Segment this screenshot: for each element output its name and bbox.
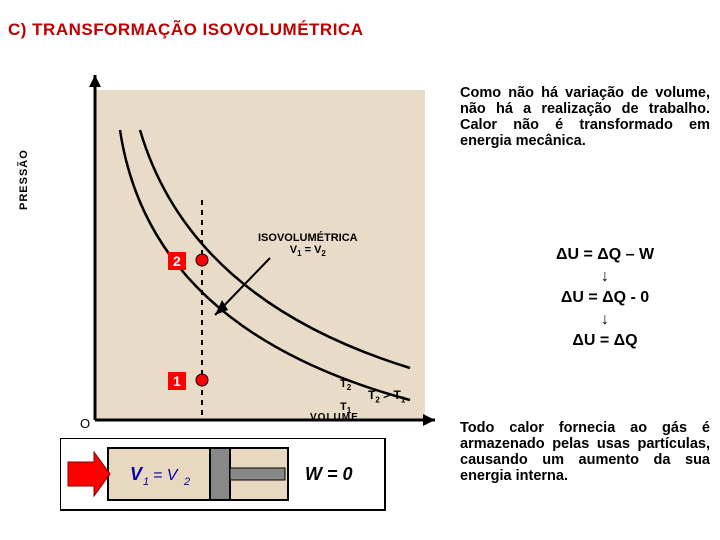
eq-3: ΔU = ΔQ (500, 330, 710, 352)
piston-diagram: V 1 = V 2 W = 0 (60, 438, 390, 533)
svg-text:O: O (80, 416, 90, 430)
paragraph-1: Como não há variação de volume, não há a… (460, 85, 710, 149)
pv-graph: O 1 2 (40, 70, 440, 430)
svg-text:V: V (130, 464, 144, 484)
piston-svg: V 1 = V 2 W = 0 (60, 438, 390, 528)
arrow-1: ↓ (500, 266, 710, 288)
svg-text:W = 0: W = 0 (305, 464, 353, 484)
iso-label: ISOVOLUMÉTRICA V1 = V2 (258, 232, 358, 258)
svg-text:= V: = V (153, 467, 179, 484)
t-compare: T2 > T1 (368, 388, 405, 404)
page-title: C) TRANSFORMAÇÃO ISOVOLUMÉTRICA (8, 20, 363, 40)
svg-text:1: 1 (173, 373, 181, 389)
svg-text:2: 2 (173, 253, 181, 269)
graph-svg: O 1 2 (40, 70, 440, 430)
svg-text:2: 2 (183, 476, 190, 488)
y-axis-label: PRESSÃO (18, 149, 30, 210)
x-axis-label: VOLUME (310, 412, 359, 423)
eq-1: ΔU = ΔQ – W (500, 244, 710, 266)
paragraph-2: Todo calor fornecia ao gás é armazenado … (460, 420, 710, 484)
arrow-2: ↓ (500, 309, 710, 331)
svg-text:1: 1 (143, 476, 149, 488)
equations-block: ΔU = ΔQ – W ↓ ΔU = ΔQ - 0 ↓ ΔU = ΔQ (500, 244, 710, 352)
t2-label: T2 (340, 378, 351, 392)
eq-2: ΔU = ΔQ - 0 (500, 287, 710, 309)
